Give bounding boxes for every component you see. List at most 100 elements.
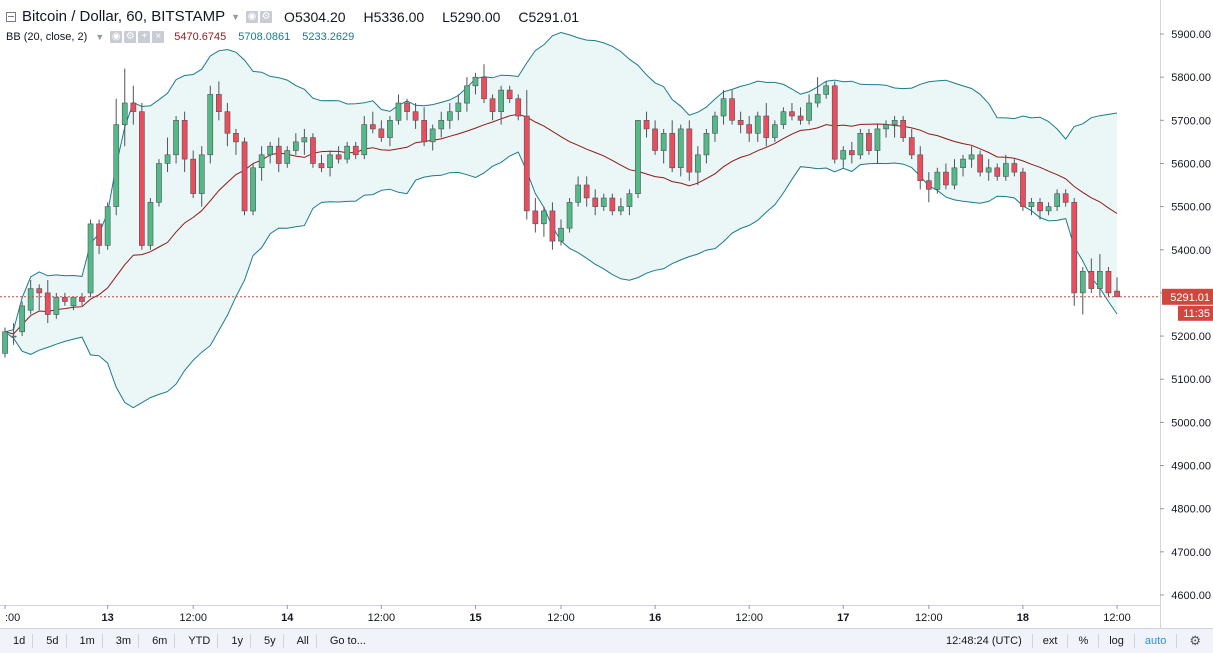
candle — [754, 111, 761, 142]
candle — [566, 197, 573, 233]
percent-toggle[interactable]: % — [1067, 634, 1098, 648]
eye-icon[interactable]: ◉ — [246, 10, 259, 23]
candle — [19, 301, 26, 337]
candle — [1105, 267, 1112, 298]
time-tick-label: 17 — [837, 612, 849, 624]
candle-body — [198, 154, 205, 194]
add-icon[interactable]: + — [138, 31, 151, 43]
candle-body — [549, 210, 556, 242]
candle — [147, 197, 154, 250]
candle — [703, 128, 710, 164]
candle — [746, 115, 752, 142]
symbol-title[interactable]: Bitcoin / Dollar, 60, BITSTAMP — [22, 8, 226, 25]
candle-body — [190, 158, 197, 194]
candle-body — [712, 115, 718, 134]
candle-body — [737, 120, 744, 125]
settings-icon[interactable]: ⚙ — [124, 31, 137, 43]
ohlc-high-value: 5336.00 — [373, 8, 425, 25]
candle — [780, 107, 787, 129]
candle — [575, 176, 581, 207]
bollinger-upper-line — [4, 31, 1118, 333]
candle — [352, 141, 359, 160]
candle-body — [1037, 202, 1043, 212]
candle-body — [994, 167, 1001, 177]
candle — [729, 90, 735, 125]
price-tick-label: 5800.00 — [1171, 72, 1211, 84]
eye-icon[interactable]: ◉ — [110, 31, 123, 43]
auto-toggle[interactable]: auto — [1133, 634, 1176, 648]
candle-body — [258, 154, 265, 169]
candle-body — [635, 120, 641, 195]
time-tick-label: 12:00 — [915, 612, 943, 624]
gear-icon[interactable]: ⚙ — [1176, 634, 1213, 648]
candle-body — [1097, 270, 1103, 289]
candle-body — [515, 98, 522, 117]
timeframe-1y[interactable]: 1y — [224, 634, 251, 648]
candle — [1045, 202, 1052, 216]
candle — [789, 103, 795, 121]
candle — [498, 85, 505, 125]
candle — [10, 323, 17, 345]
utc-clock[interactable]: 12:48:24 (UTC) — [945, 635, 1022, 647]
ohlc-high-key: H — [363, 8, 374, 25]
candle-body — [455, 102, 462, 112]
timeframe-1d[interactable]: 1d — [6, 634, 34, 648]
candle — [378, 120, 385, 142]
timeframe-1m[interactable]: 1m — [73, 634, 103, 648]
close-icon[interactable]: × — [152, 31, 165, 43]
candle-body — [506, 89, 513, 99]
price-tick-label: 4800.00 — [1171, 504, 1211, 516]
candle — [1028, 197, 1035, 216]
candle — [677, 124, 684, 177]
ext-toggle[interactable]: ext — [1031, 634, 1068, 648]
candle-body — [968, 154, 975, 160]
time-tick-label: 16 — [649, 612, 661, 624]
timeframe-5y[interactable]: 5y — [257, 634, 284, 648]
candle — [532, 197, 539, 233]
timeframe-all[interactable]: All — [290, 634, 317, 648]
candle — [669, 120, 676, 173]
candle — [2, 327, 8, 358]
collapse-legend-icon[interactable] — [6, 11, 16, 22]
settings-icon[interactable]: ⚙ — [260, 10, 273, 23]
candle-body — [951, 167, 958, 186]
candle-body — [814, 94, 821, 104]
candle — [763, 103, 770, 147]
log-toggle[interactable]: log — [1098, 634, 1134, 648]
candle-body — [686, 128, 693, 173]
candle — [831, 81, 838, 164]
chevron-down-icon[interactable]: ▼ — [95, 32, 105, 42]
candle — [558, 219, 564, 246]
candle-body — [609, 197, 616, 212]
candle — [823, 81, 829, 99]
chevron-down-icon[interactable]: ▼ — [231, 11, 241, 22]
candle-body — [207, 94, 214, 156]
price-tick-label: 5000.00 — [1171, 417, 1211, 429]
candle-body — [652, 128, 658, 151]
candle — [583, 176, 590, 207]
timeframe-5d[interactable]: 5d — [39, 634, 67, 648]
candle-body — [404, 102, 410, 112]
price-tick-label: 5200.00 — [1171, 331, 1211, 343]
candle-body — [960, 158, 966, 169]
candle-body — [275, 145, 282, 164]
candle — [600, 193, 607, 211]
candle-body — [472, 76, 479, 87]
indicator-name[interactable]: BB (20, close, 2) — [6, 31, 88, 43]
candle-body — [10, 335, 17, 338]
candle-body — [421, 120, 428, 143]
candle — [934, 167, 941, 194]
candle-body — [369, 124, 376, 130]
candle — [233, 128, 239, 155]
candle-body — [771, 124, 778, 138]
ohlc-values: O5304.20 H5336.00 L5290.00 C5291.01 — [284, 9, 593, 25]
candle-body — [121, 102, 128, 125]
candle-body — [806, 102, 812, 121]
candle — [720, 90, 727, 125]
timeframe-6m[interactable]: 6m — [145, 634, 176, 648]
candle-body — [104, 206, 111, 246]
goto-date-button[interactable]: Go to... — [329, 635, 366, 647]
timeframe-3m[interactable]: 3m — [109, 634, 140, 648]
timeframe-ytd[interactable]: YTD — [181, 634, 219, 648]
